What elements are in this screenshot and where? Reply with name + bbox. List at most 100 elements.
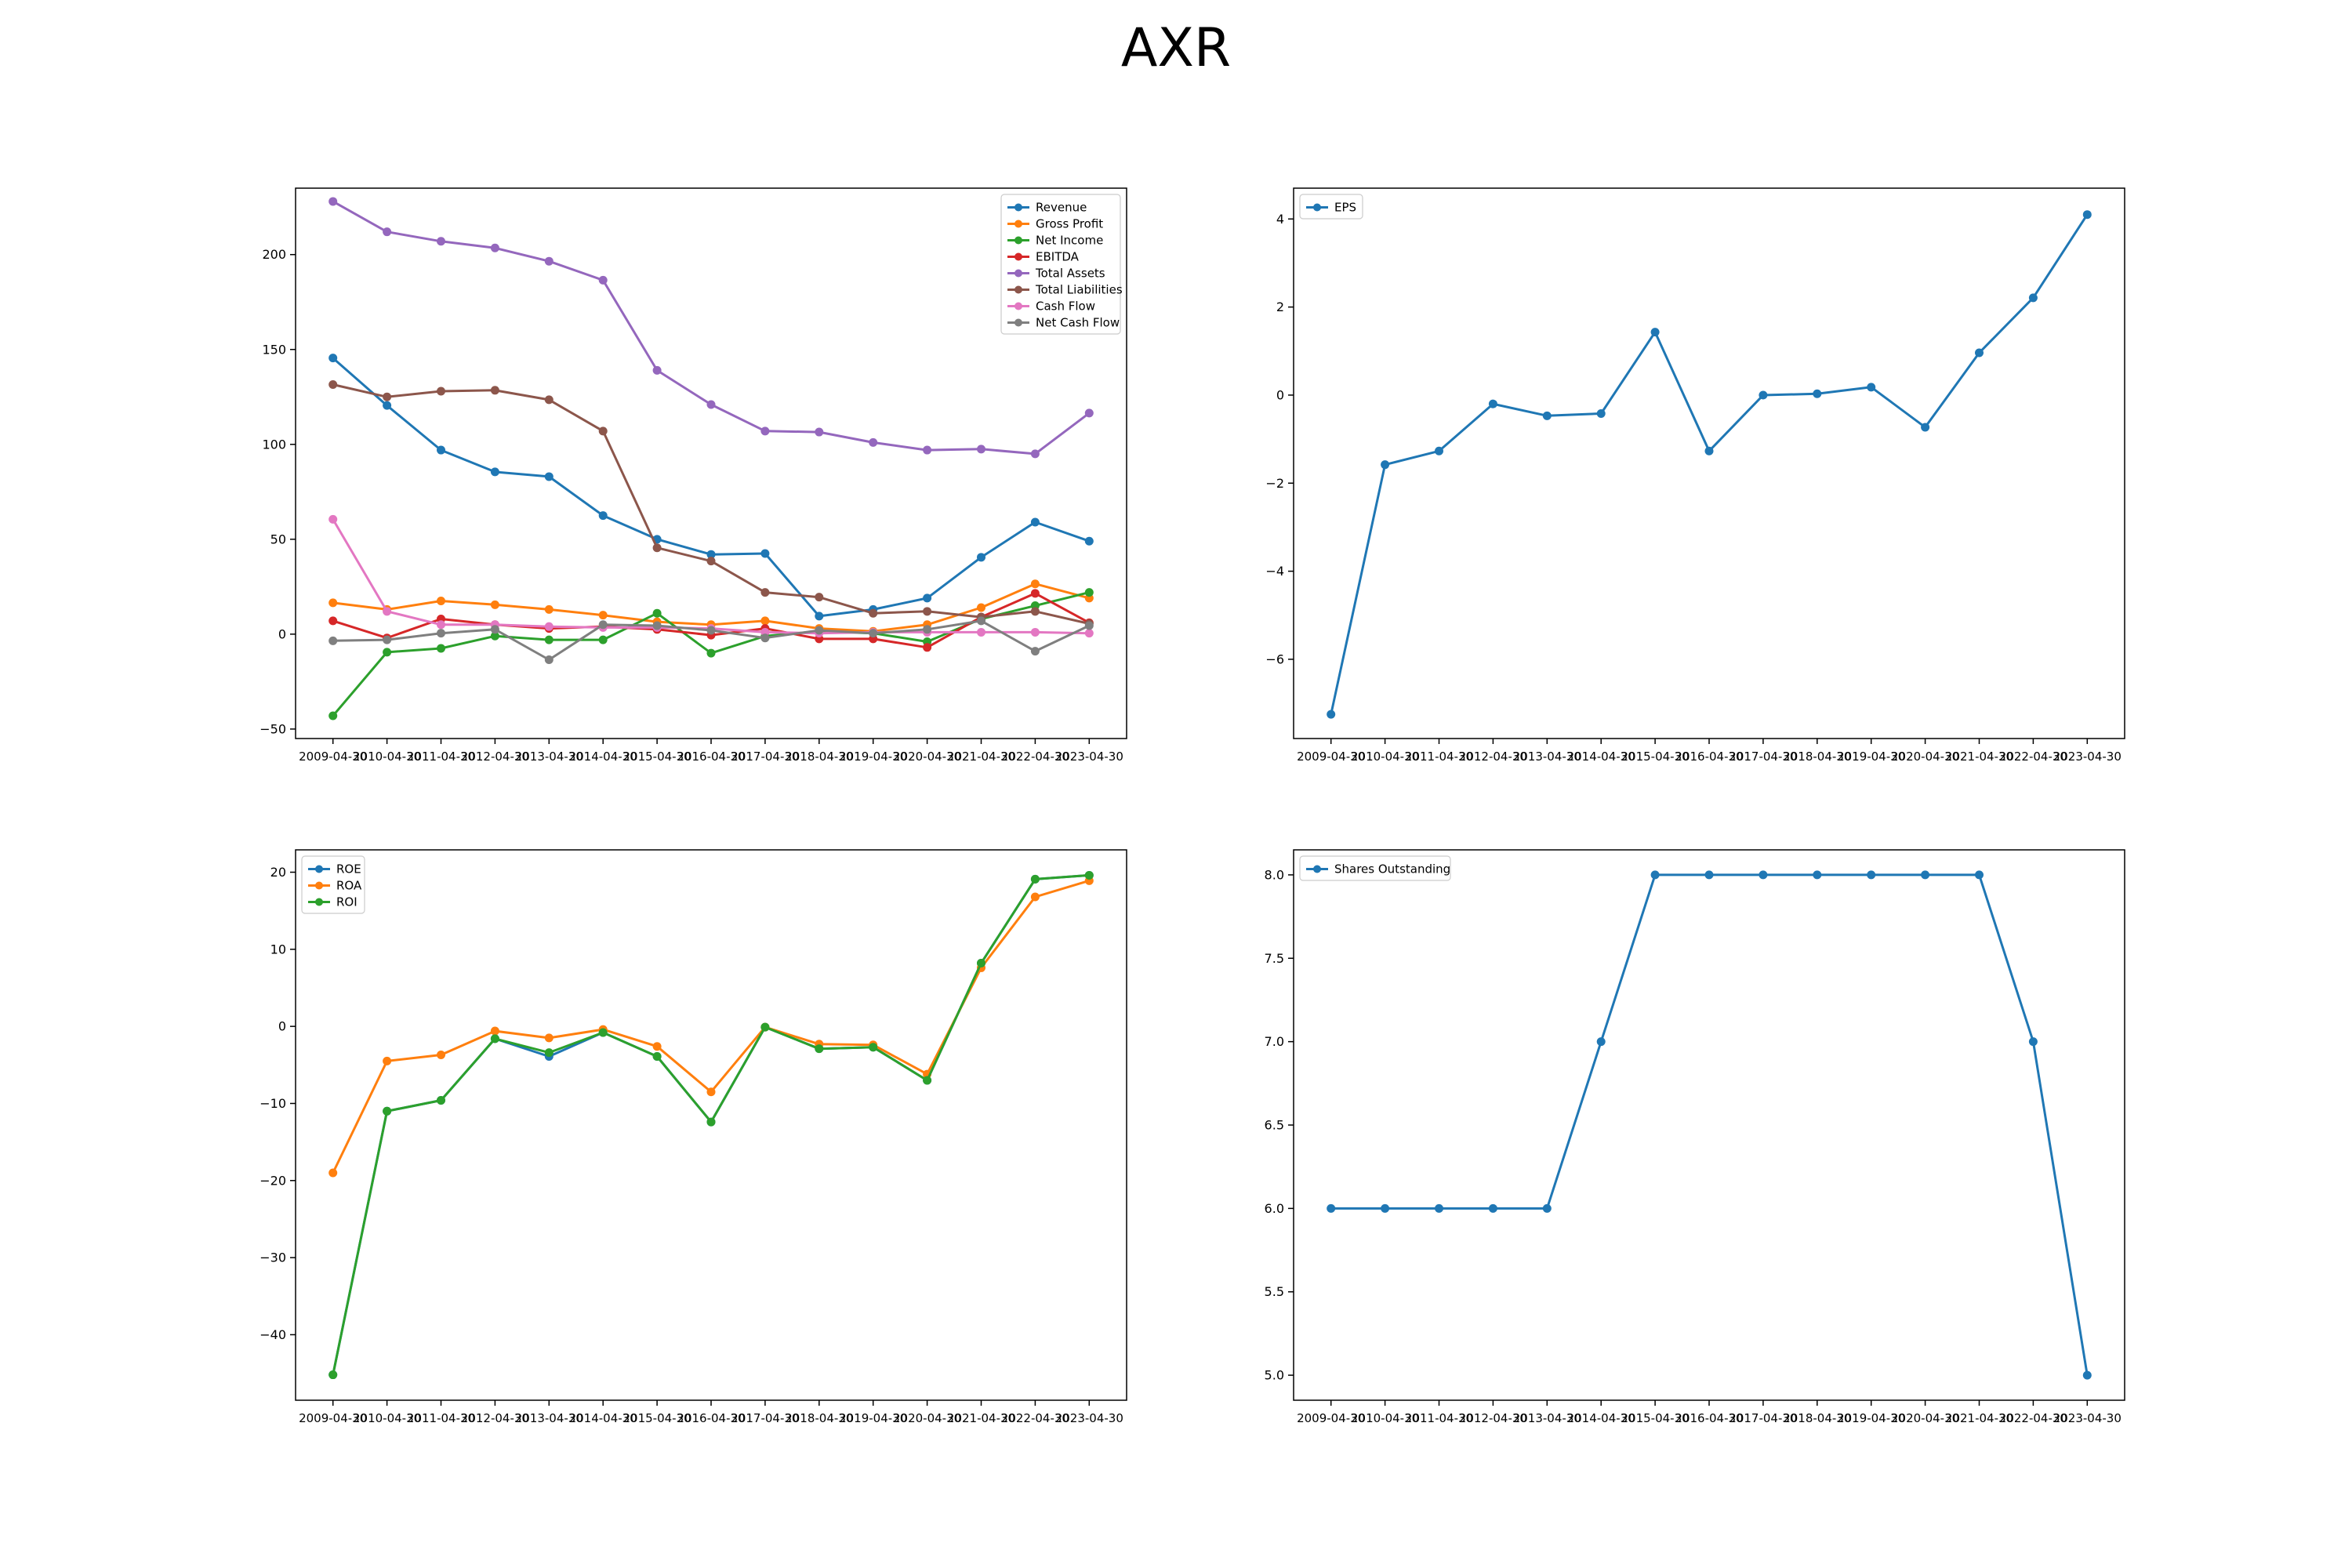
data-point [1327, 1203, 1336, 1213]
data-point [544, 635, 554, 644]
data-point [869, 437, 878, 447]
x-tick-label: 2022-04-30 [1001, 1411, 1069, 1425]
series-eps [1327, 210, 2092, 719]
data-point [598, 635, 608, 644]
data-point [490, 625, 499, 634]
data-point [706, 550, 716, 559]
data-point [598, 611, 608, 620]
y-tick-label: −30 [260, 1250, 286, 1265]
series-revenue [328, 354, 1094, 621]
data-point [1650, 328, 1660, 337]
series-roa [328, 876, 1094, 1178]
data-point [1030, 589, 1040, 598]
chart-panel-4: 2009-04-302010-04-302011-04-302012-04-30… [1265, 849, 2125, 1425]
y-tick-label: 200 [262, 247, 286, 262]
data-point [977, 627, 985, 637]
y-tick-label: 4 [1276, 212, 1284, 227]
x-tick-label: 2012-04-30 [1459, 1411, 1527, 1425]
data-point [1542, 411, 1552, 420]
data-point [437, 1051, 445, 1060]
x-tick-label: 2011-04-30 [407, 750, 475, 764]
y-tick-label: 50 [270, 532, 286, 546]
x-tick-label: 2011-04-30 [1405, 1411, 1473, 1425]
x-tick-label: 2018-04-30 [785, 750, 853, 764]
data-point [437, 237, 445, 246]
data-point [815, 626, 824, 635]
x-tick-label: 2017-04-30 [731, 750, 799, 764]
data-point [815, 427, 824, 437]
x-tick-label: 2014-04-30 [569, 750, 637, 764]
legend-label: EBITDA [1036, 250, 1080, 264]
data-point [977, 445, 985, 454]
data-point [437, 1096, 445, 1105]
data-point [923, 607, 932, 616]
data-point [328, 354, 338, 363]
legend-swatch-marker [315, 898, 323, 906]
legend-label: Net Income [1036, 234, 1103, 248]
data-point [490, 467, 499, 477]
data-point [328, 636, 338, 645]
data-point [383, 607, 392, 616]
y-tick-label: 10 [270, 942, 286, 956]
data-point [437, 445, 445, 455]
plot-frame [295, 187, 1127, 739]
plot-frame [1293, 849, 2125, 1401]
x-tick-label: 2019-04-30 [1837, 1411, 1905, 1425]
x-tick-label: 2021-04-30 [1945, 750, 2013, 764]
chart-panel-2: 2009-04-302010-04-302011-04-302012-04-30… [1265, 187, 2125, 764]
legend-swatch-marker [315, 881, 323, 890]
x-tick-label: 2020-04-30 [893, 1411, 961, 1425]
x-tick-label: 2021-04-30 [1945, 1411, 2013, 1425]
x-tick-label: 2010-04-30 [1351, 750, 1419, 764]
data-point [544, 622, 554, 631]
y-tick-label: 20 [270, 865, 286, 880]
data-point [544, 655, 554, 665]
data-point [490, 1026, 499, 1036]
data-point [706, 648, 716, 658]
data-point [328, 197, 338, 206]
x-tick-label: 2023-04-30 [2053, 1411, 2122, 1425]
data-point [760, 549, 770, 558]
legend-swatch-marker [1014, 302, 1022, 310]
data-point [1030, 517, 1040, 527]
data-point [1435, 1203, 1443, 1213]
y-tick-label: 100 [262, 437, 286, 452]
legend-label: Total Liabilities [1035, 283, 1123, 297]
data-point [706, 626, 716, 635]
y-tick-label: 8.0 [1265, 867, 1284, 882]
data-point [815, 1044, 824, 1054]
y-tick-label: 5.5 [1265, 1284, 1284, 1299]
data-point [652, 621, 662, 630]
data-point [1759, 390, 1768, 400]
data-point [760, 588, 770, 597]
data-point [437, 629, 445, 638]
series-line [332, 879, 1090, 1174]
legend-swatch-marker [1313, 865, 1321, 873]
series-line [332, 383, 1090, 625]
data-point [1596, 1037, 1606, 1047]
legend-swatch-marker [1014, 318, 1022, 327]
data-point [1084, 588, 1094, 597]
data-point [328, 514, 338, 524]
data-point [1030, 874, 1040, 884]
data-point [328, 380, 338, 390]
data-point [652, 1051, 662, 1061]
data-point [1650, 870, 1660, 880]
data-point [923, 625, 932, 634]
y-tick-label: −2 [1265, 476, 1284, 491]
data-point [1813, 870, 1822, 880]
chart-panel-3: 2009-04-302010-04-302011-04-302012-04-30… [260, 849, 1127, 1425]
x-tick-label: 2011-04-30 [1405, 750, 1473, 764]
plot-frame [295, 849, 1127, 1401]
data-point [1084, 536, 1094, 546]
data-point [544, 256, 554, 266]
x-tick-label: 2018-04-30 [1783, 1411, 1851, 1425]
y-tick-label: 7.0 [1265, 1034, 1284, 1049]
data-point [383, 227, 392, 237]
x-tick-label: 2022-04-30 [1999, 750, 2067, 764]
x-tick-label: 2016-04-30 [1675, 1411, 1743, 1425]
data-point [1759, 870, 1768, 880]
x-tick-label: 2015-04-30 [623, 1411, 691, 1425]
x-tick-label: 2014-04-30 [1567, 1411, 1635, 1425]
data-point [977, 616, 985, 626]
